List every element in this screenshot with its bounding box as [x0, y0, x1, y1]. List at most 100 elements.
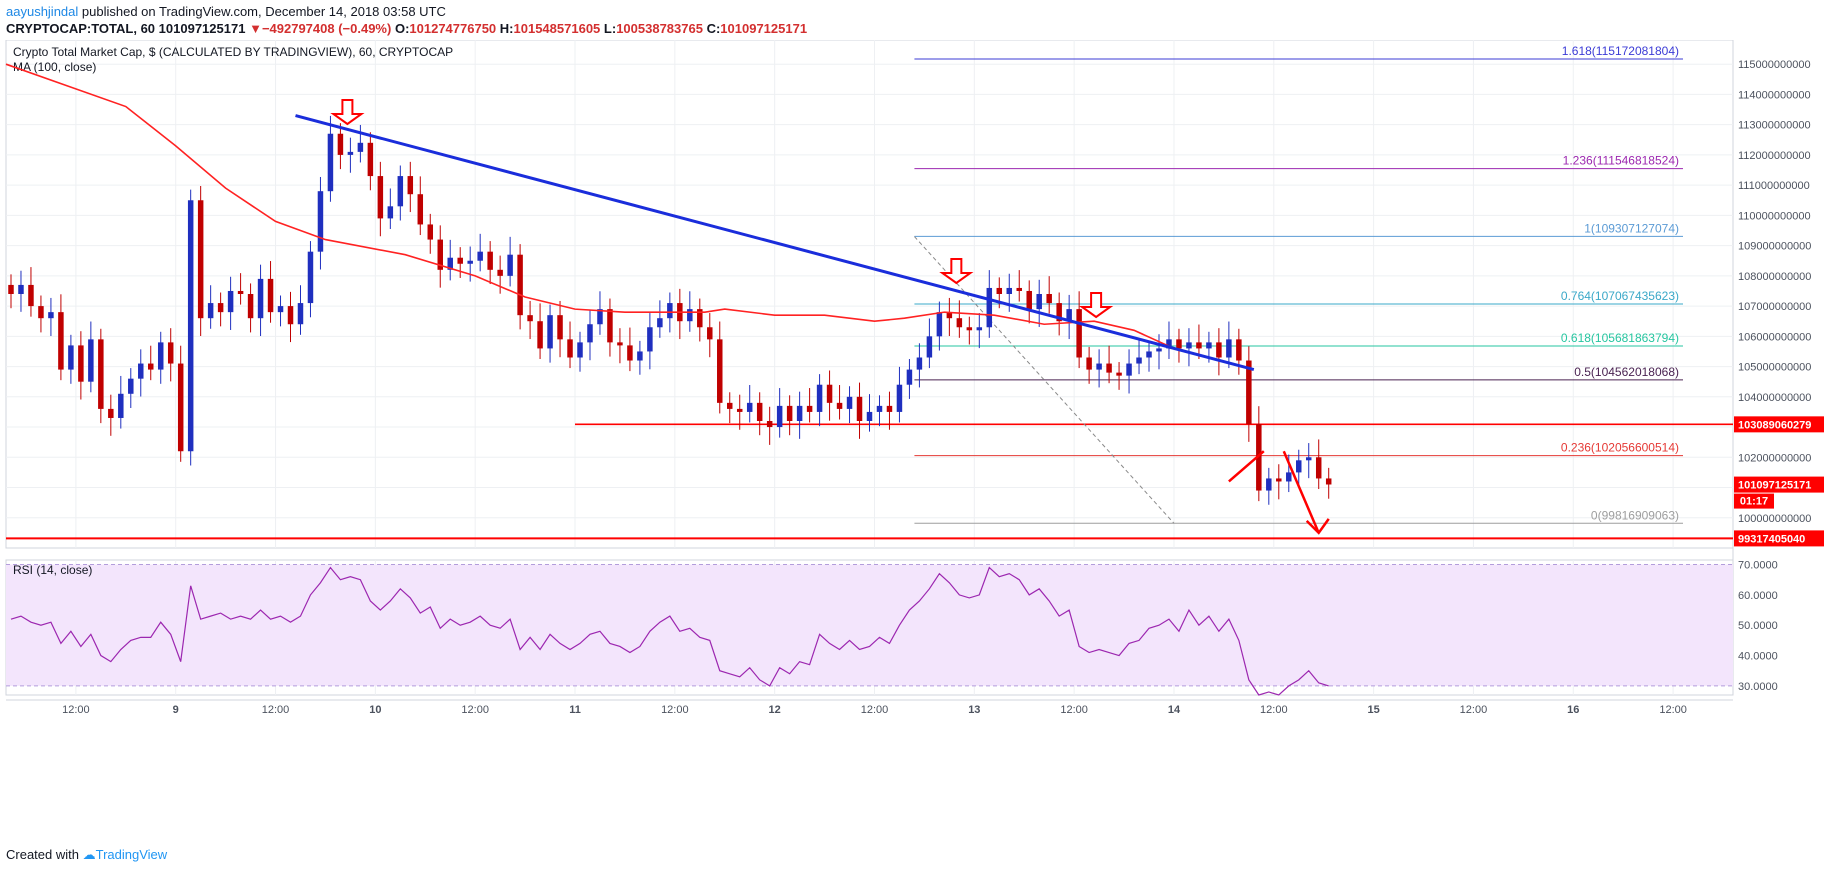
candle-body: [986, 287, 993, 328]
candle-body: [307, 251, 314, 304]
candle-body: [746, 402, 753, 412]
candle-body: [617, 342, 623, 346]
symbol-label: CRYPTOCAP:TOTAL, 60: [6, 21, 156, 36]
candle-body: [1296, 460, 1302, 473]
candle-body: [1016, 287, 1022, 291]
rsi-tick-label: 50.0000: [1738, 620, 1778, 632]
candle-body: [367, 142, 374, 177]
candle-body: [637, 351, 643, 361]
fib-level-label: 1(109307127074): [1584, 221, 1679, 235]
price-tick-label: 100000000000: [1738, 513, 1811, 525]
candle-body: [187, 200, 194, 452]
down-arrow-icon: [1078, 292, 1114, 319]
candle-body: [1056, 303, 1062, 322]
candle-body: [1266, 478, 1272, 491]
price-tick-label: 105000000000: [1738, 362, 1811, 374]
footer: Created with ☁TradingView: [6, 847, 167, 863]
publish-line: aayushjindal published on TradingView.co…: [6, 4, 446, 19]
candle-body: [916, 357, 923, 370]
created-with-text: Created with: [6, 847, 79, 862]
price-tick-label: 102000000000: [1738, 452, 1811, 464]
candle-body: [397, 176, 404, 207]
candle-body: [766, 421, 773, 428]
candle-body: [507, 254, 513, 276]
open-label: O:: [394, 21, 410, 36]
price-label-text: 103089060279: [1738, 419, 1811, 431]
time-tick-label: 10: [369, 704, 381, 716]
price-tick-label: 112000000000: [1738, 150, 1811, 162]
candle-body: [906, 369, 913, 385]
price-label-box: [1734, 476, 1824, 493]
fib-level-label: 0(99816909063): [1591, 508, 1679, 522]
candle-body: [277, 306, 284, 313]
tradingview-link[interactable]: TradingView: [95, 847, 168, 862]
candle-body: [497, 269, 503, 276]
time-tick-label: 14: [1168, 704, 1181, 716]
author-link[interactable]: aayushjindal: [6, 4, 79, 19]
candle-body: [48, 312, 54, 319]
chart-area[interactable]: 1000000000001010000000001020000000001030…: [0, 40, 1828, 850]
price-label-box: [1734, 530, 1824, 547]
candle-body: [1036, 294, 1042, 310]
candle-body: [457, 257, 463, 264]
low-label: L:: [603, 21, 617, 36]
fib-level-label: 0.236(102056600514): [1561, 441, 1679, 455]
candle-body: [8, 284, 14, 294]
candle-body: [1066, 309, 1072, 322]
candle-body: [377, 176, 384, 219]
candle-body: [327, 133, 334, 192]
rsi-band: [6, 564, 1733, 686]
projection-up-stroke: [1228, 450, 1265, 483]
last-price: 101097125171: [158, 21, 246, 36]
candle-body: [926, 336, 933, 358]
candle-body: [417, 194, 424, 225]
low-value: 100538783765: [616, 21, 703, 36]
candle-body: [1226, 339, 1232, 358]
candle-body: [1176, 339, 1182, 349]
chart-title: Crypto Total Market Cap, $ (CALCULATED B…: [13, 45, 453, 59]
candle-body: [647, 327, 653, 352]
candle-body: [1076, 309, 1082, 358]
projection-arrowhead-icon: [1305, 518, 1330, 535]
candle-body: [587, 324, 593, 343]
candle-body: [157, 342, 164, 370]
candle-body: [946, 312, 953, 319]
candle-body: [357, 142, 364, 152]
candle-body: [1086, 357, 1092, 370]
time-tick-label: 11: [569, 704, 581, 716]
candle-body: [18, 284, 24, 294]
candle-body: [1276, 478, 1282, 482]
time-tick-label: 12:00: [1659, 704, 1687, 716]
candle-body: [726, 402, 733, 409]
candle-body: [1246, 360, 1252, 425]
ma-100-line: [5, 63, 1175, 350]
rsi-tick-label: 60.0000: [1738, 590, 1778, 602]
published-text: published on TradingView.com, December 1…: [81, 4, 446, 19]
candle-body: [1126, 363, 1132, 376]
candle-body: [98, 339, 104, 409]
candle-body: [816, 384, 823, 412]
candle-body: [128, 378, 134, 394]
candle-body: [247, 294, 254, 319]
candle-body: [1196, 342, 1202, 349]
candle-body: [38, 306, 44, 319]
high-value: 101548571605: [513, 21, 601, 36]
candle-body: [237, 290, 244, 294]
candle-body: [467, 260, 473, 264]
price-tick-label: 114000000000: [1738, 89, 1811, 101]
ohlc-line: CRYPTOCAP:TOTAL, 60 101097125171 ▼−49279…: [6, 21, 807, 36]
candle-body: [1156, 348, 1162, 352]
candle-body: [1006, 287, 1013, 294]
time-tick-label: 13: [968, 704, 980, 716]
time-tick-label: 15: [1367, 704, 1379, 716]
candle-body: [407, 176, 414, 195]
countdown-box: [1734, 493, 1774, 509]
candle-body: [1106, 363, 1112, 373]
price-tick-label: 106000000000: [1738, 331, 1811, 343]
fib-level-label: 0.5(104562018068): [1574, 365, 1679, 379]
price-tick-label: 107000000000: [1738, 301, 1811, 313]
candle-body: [736, 408, 743, 412]
indicator-label: MA (100, close): [13, 60, 96, 74]
price-tick-label: 104000000000: [1738, 392, 1811, 404]
price-label-box: [1734, 416, 1824, 433]
